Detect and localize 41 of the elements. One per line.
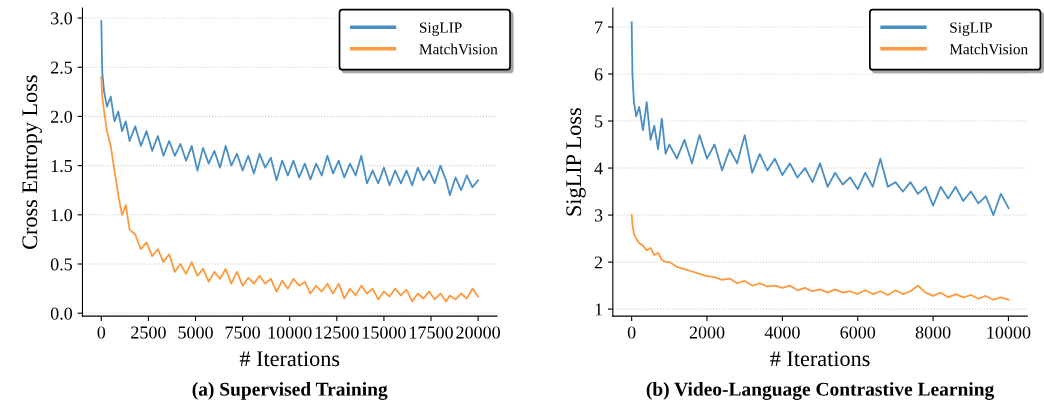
- x-axis-title: # Iterations: [239, 351, 340, 367]
- y-tick-label: 7: [595, 21, 603, 34]
- y-tick-label: 1.0: [51, 209, 73, 222]
- text: (a) Supervised Training: [192, 382, 388, 400]
- y-tick-label: 3.0: [51, 12, 73, 25]
- y-tick-label: 3: [594, 209, 603, 222]
- x-tick-label: 2000: [689, 326, 725, 339]
- x-tick-label: 10000: [987, 326, 1031, 339]
- y-tick-label: 1.5: [51, 159, 73, 173]
- x-tick-label: 0: [627, 326, 636, 339]
- y-tick-label: 2.0: [50, 110, 73, 123]
- line-series: [100, 76, 480, 303]
- y-tick-label: 0.0: [50, 307, 73, 320]
- y-axis-title: Cross Entropy Loss: [22, 75, 42, 249]
- x-tick-label: 12500: [315, 326, 359, 339]
- line-series: [630, 214, 1010, 301]
- x-tick-label: 6000: [840, 326, 876, 339]
- legend-label: MatchVision: [419, 43, 498, 55]
- x-tick-label: 5000: [178, 326, 213, 339]
- y-tick-label: 0.5: [50, 258, 73, 271]
- x-tick-label: 15000: [362, 326, 406, 339]
- legend-label: SigLIP: [950, 22, 992, 36]
- text: (b) Video-Language Contrastive Learning: [646, 382, 995, 400]
- y-tick-label: 6: [594, 68, 603, 81]
- y-tick-label: 1: [595, 303, 603, 316]
- y-tick-label: 2: [594, 256, 603, 269]
- x-tick-label: 7500: [225, 326, 260, 339]
- x-tick-label: 17500: [410, 326, 453, 339]
- x-tick-label: 4000: [764, 326, 800, 339]
- x-tick-label: 2500: [131, 326, 166, 339]
- x-axis-title: # Iterations: [770, 351, 870, 367]
- x-tick-label: 10000: [268, 326, 312, 339]
- x-tick-label: 20000: [456, 326, 500, 339]
- x-tick-label: 8000: [915, 326, 951, 339]
- y-tick-label: 2.5: [50, 61, 73, 74]
- y-axis-title: SigLIP Loss: [566, 108, 586, 216]
- legend-label: SigLIP: [419, 22, 462, 36]
- y-tick-label: 5: [595, 115, 603, 128]
- legend-label: MatchVision: [949, 43, 1028, 55]
- x-tick-label: 0: [97, 326, 106, 339]
- y-tick-label: 4: [594, 162, 603, 175]
